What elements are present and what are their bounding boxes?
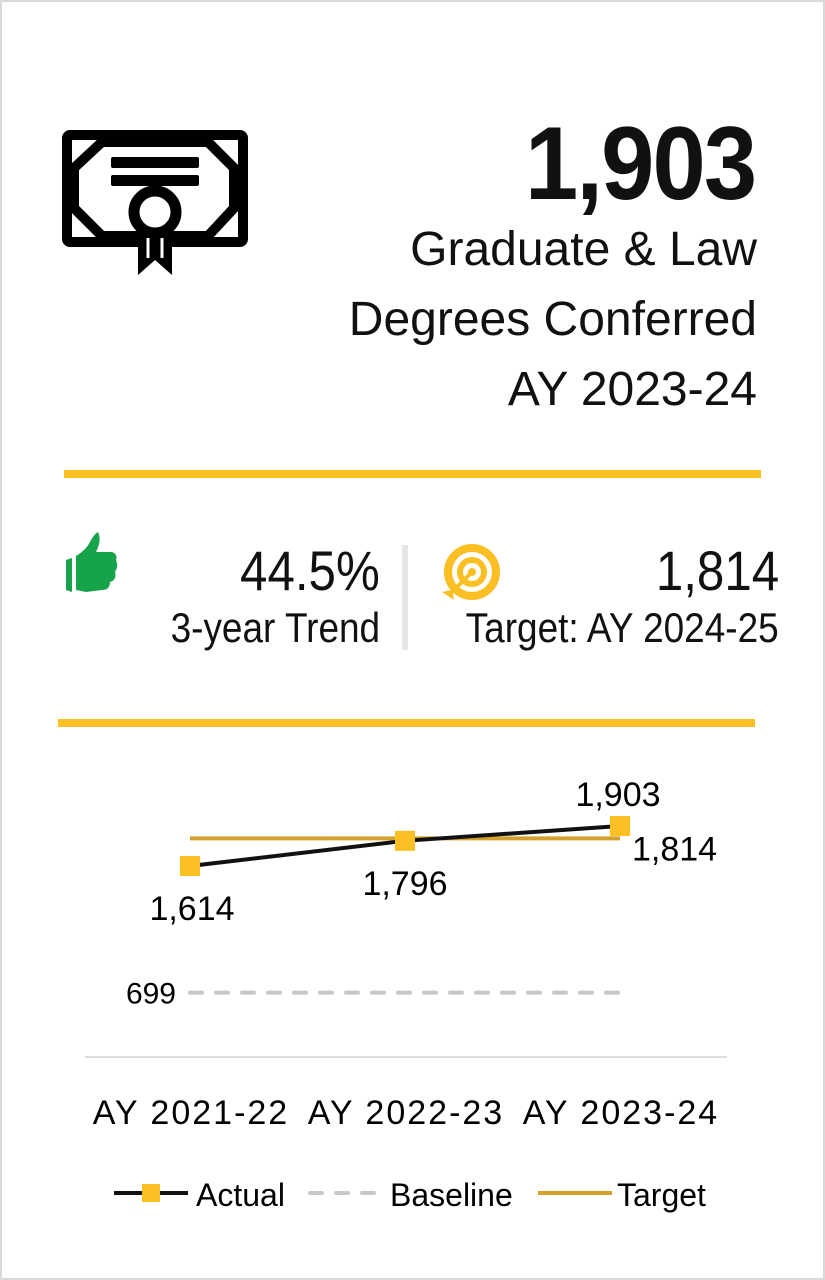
actual-marker: [610, 816, 630, 837]
legend-target-label: Target: [617, 1177, 706, 1213]
trend-label: 3-year Trend: [170, 604, 380, 651]
actual-data-label: 1,796: [362, 865, 447, 903]
target-data-label: 1,814: [632, 830, 717, 868]
stats-divider: [402, 545, 408, 650]
target-value: 1,814: [655, 539, 779, 602]
certificate-icon: [62, 130, 248, 275]
headline-line1: Graduate & Law: [410, 223, 757, 276]
legend-baseline-label: Baseline: [390, 1177, 513, 1213]
baseline-label: 699: [126, 978, 176, 1011]
headline-line2: Degrees Conferred: [348, 293, 757, 346]
divider: [64, 470, 761, 478]
legend-actual-label: Actual: [196, 1177, 285, 1213]
x-tick-label: AY 2022-23: [308, 1094, 504, 1132]
thumbs-up-icon: [66, 532, 118, 592]
headline-value: 1,903: [524, 106, 757, 222]
legend-actual-marker: [142, 1184, 160, 1202]
actual-marker: [180, 856, 200, 876]
x-tick-label: AY 2021-22: [93, 1094, 289, 1132]
actual-marker: [395, 830, 415, 851]
x-tick-label: AY 2023-24: [523, 1094, 719, 1132]
actual-data-label: 1,903: [575, 776, 660, 814]
line-chart: 699 1,614 1,796 1,903 1,814 AY 2021-22 AY 2022…: [85, 776, 727, 1213]
target-icon: [442, 544, 500, 600]
divider: [58, 719, 755, 727]
actual-data-label: 1,614: [149, 890, 234, 928]
target-label: Target: AY 2024-25: [465, 604, 779, 651]
trend-value: 44.5%: [240, 539, 380, 602]
headline-period: AY 2023-24: [507, 363, 757, 416]
